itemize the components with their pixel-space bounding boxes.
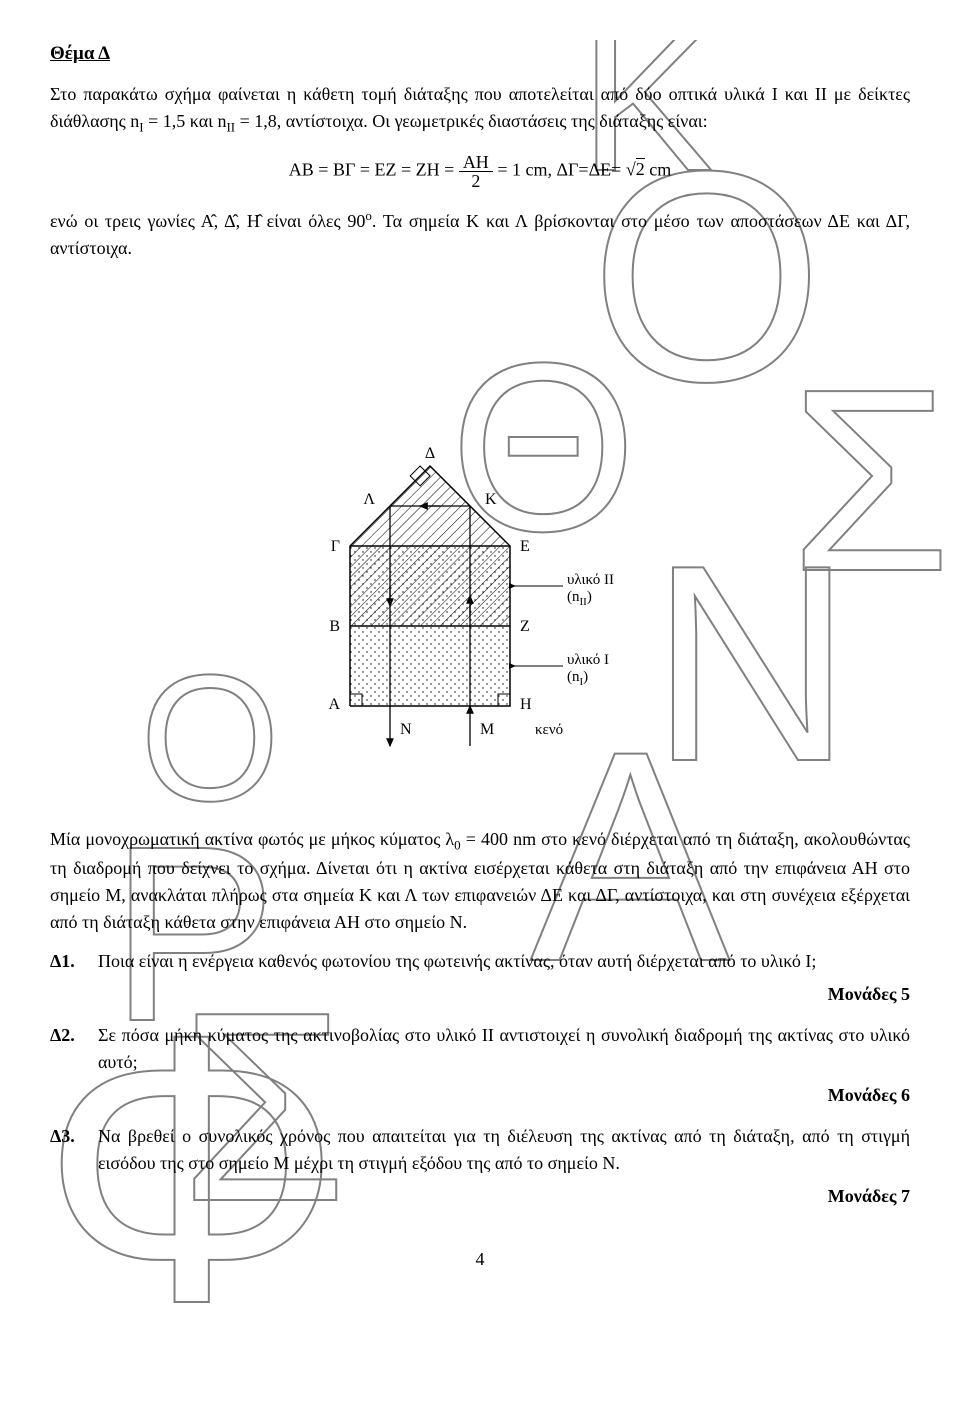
sqrt-val: 2 xyxy=(636,158,645,179)
label-n: Ν xyxy=(400,721,412,738)
label-mat2n: (nII) xyxy=(567,589,592,608)
label-g: Γ xyxy=(331,538,340,555)
question-text: Να βρεθεί ο συνολικός χρόνος που απαιτεί… xyxy=(98,1123,910,1177)
label-l: Λ xyxy=(363,491,375,508)
text-span: είναι όλες 90 xyxy=(260,211,366,231)
formula-unit: cm xyxy=(645,159,672,179)
formula-line: ΑΒ = ΒΓ = ΕΖ = ΖΗ = ΑΗ 2 = 1 cm, ΔΓ=ΔΕ= … xyxy=(50,153,910,190)
points-5: Μονάδες 5 xyxy=(50,981,910,1008)
question-label: Δ2. xyxy=(50,1022,98,1076)
question-text: Ποια είναι η ενέργεια καθενός φωτονίου τ… xyxy=(98,948,910,975)
sqrt-symbol: √ xyxy=(626,159,636,179)
fraction-bottom: 2 xyxy=(459,172,493,190)
question-d1: Δ1. Ποια είναι η ενέργεια καθενός φωτονί… xyxy=(50,948,910,975)
fraction-top: ΑΗ xyxy=(459,153,493,172)
hat-a: Α̂ xyxy=(201,211,214,231)
points-7: Μονάδες 7 xyxy=(50,1183,910,1210)
label-mat2: υλικό ΙΙ xyxy=(567,572,614,588)
question-label: Δ1. xyxy=(50,948,98,975)
angle-paragraph: ενώ οι τρεις γωνίες Α̂, Δ̂, Η̂ είναι όλε… xyxy=(50,206,910,262)
hat-h: Η̂ xyxy=(247,211,260,231)
label-mat1n: (nI) xyxy=(567,669,588,688)
label-m: Μ xyxy=(480,721,494,738)
page-number: 4 xyxy=(50,1246,910,1273)
label-b: Β xyxy=(329,618,340,635)
question-d3: Δ3. Να βρεθεί ο συνολικός χρόνος που απα… xyxy=(50,1123,910,1177)
formula-mid: = 1 cm, ΔΓ=ΔΕ= xyxy=(493,159,626,179)
subscript-ii: II xyxy=(226,119,235,134)
label-mat1: υλικό Ι xyxy=(567,652,609,668)
label-vacuum: κενό xyxy=(535,722,563,738)
question-text: Σε πόσα μήκη κύματος της ακτινοβολίας στ… xyxy=(98,1022,910,1076)
hat-d: Δ̂ xyxy=(224,211,236,231)
text-span: = 1,5 και n xyxy=(144,111,227,131)
formula-left: ΑΒ = ΒΓ = ΕΖ = ΖΗ = xyxy=(289,159,459,179)
text-span: = 1,8, αντίστοιχα. Οι γεωμετρικές διαστά… xyxy=(235,111,707,131)
question-d2: Δ2. Σε πόσα μήκη κύματος της ακτινοβολία… xyxy=(50,1022,910,1076)
points-6: Μονάδες 6 xyxy=(50,1082,910,1109)
label-a: Α xyxy=(328,696,340,713)
diagram-container: Δ Λ Κ Γ Ε Β Ζ Α Η Ν Μ υλικό ΙΙ (nII) υλι… xyxy=(50,286,910,796)
label-h: Η xyxy=(520,696,532,713)
intro-paragraph: Στο παρακάτω σχήμα φαίνεται η κάθετη τομ… xyxy=(50,81,910,137)
section-heading: Θέµα Δ xyxy=(50,40,910,69)
label-e: Ε xyxy=(520,538,530,555)
text-span: ενώ οι τρεις γωνίες xyxy=(50,211,201,231)
question-label: Δ3. xyxy=(50,1123,98,1177)
label-z: Ζ xyxy=(520,618,530,635)
description-paragraph: Μία μονοχρωματική ακτίνα φωτός με μήκος … xyxy=(50,826,910,936)
optics-diagram: Δ Λ Κ Γ Ε Β Ζ Α Η Ν Μ υλικό ΙΙ (nII) υλι… xyxy=(265,286,695,796)
label-d: Δ xyxy=(425,445,435,462)
text-span: Μία μονοχρωματική ακτίνα φωτός με μήκος … xyxy=(50,829,454,849)
label-k: Κ xyxy=(485,491,497,508)
